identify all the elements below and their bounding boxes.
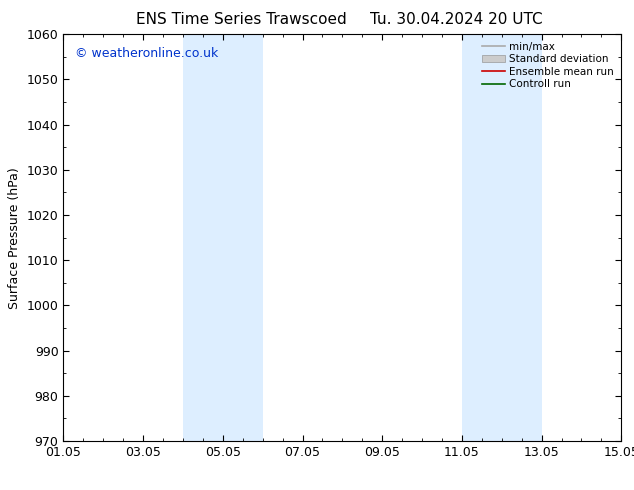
- Text: © weatheronline.co.uk: © weatheronline.co.uk: [75, 47, 218, 59]
- Legend: min/max, Standard deviation, Ensemble mean run, Controll run: min/max, Standard deviation, Ensemble me…: [480, 40, 616, 92]
- Text: ENS Time Series Trawscoed: ENS Time Series Trawscoed: [136, 12, 346, 27]
- Bar: [183, 34, 262, 441]
- Text: Tu. 30.04.2024 20 UTC: Tu. 30.04.2024 20 UTC: [370, 12, 543, 27]
- Y-axis label: Surface Pressure (hPa): Surface Pressure (hPa): [8, 167, 21, 309]
- Bar: [462, 34, 541, 441]
